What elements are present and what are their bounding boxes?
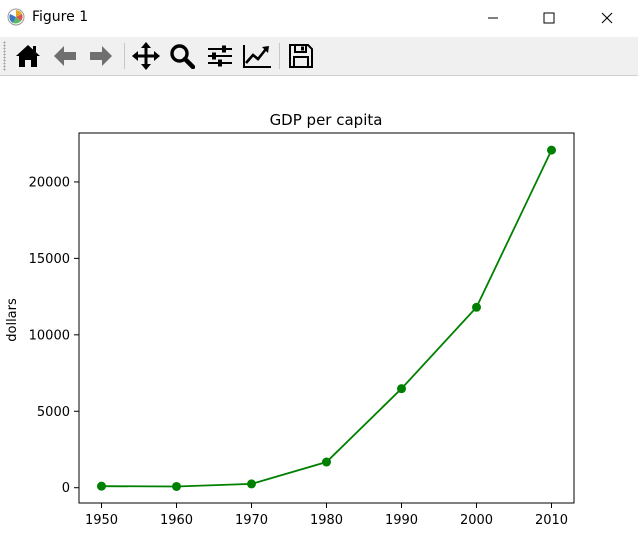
data-point <box>172 481 181 491</box>
minimize-icon <box>488 17 498 19</box>
home-icon <box>16 45 40 67</box>
back-button[interactable] <box>48 40 82 72</box>
minimize-button[interactable] <box>470 0 516 36</box>
y-tick-label: 5000 <box>37 405 70 420</box>
toolbar-grip[interactable] <box>3 41 6 71</box>
floppy-disk-icon <box>289 44 313 68</box>
data-point <box>397 384 406 394</box>
y-tick-label: 20000 <box>29 175 70 190</box>
arrow-right-icon <box>90 46 112 66</box>
x-tick-label: 2010 <box>535 513 568 528</box>
line-chart: GDP per capita dollars 1950 1960 1970 1980 1… <box>5 111 575 528</box>
toolbar-separator <box>124 43 125 69</box>
zoom-button[interactable] <box>165 40 199 72</box>
window-title: Figure 1 <box>32 9 89 25</box>
y-tick-label: 10000 <box>29 328 70 343</box>
pan-button[interactable] <box>129 40 163 72</box>
x-tick-label: 2000 <box>460 513 493 528</box>
data-point <box>547 145 556 155</box>
arrow-left-icon <box>54 46 76 66</box>
chart-title: GDP per capita <box>270 111 383 129</box>
x-tick-label: 1950 <box>85 513 118 528</box>
forward-button[interactable] <box>84 40 118 72</box>
maximize-button[interactable] <box>526 0 572 36</box>
x-tick-label: 1970 <box>235 513 268 528</box>
edit-axes-button[interactable] <box>240 40 274 72</box>
title-bar: Figure 1 <box>0 0 638 36</box>
x-tick-label: 1990 <box>385 513 418 528</box>
toolbar-separator <box>279 43 280 69</box>
y-axis-label: dollars <box>5 298 20 342</box>
magnifier-icon <box>170 44 195 69</box>
y-tick-label: 0 <box>62 481 70 496</box>
move-icon <box>132 42 160 70</box>
configure-subplots-button[interactable] <box>203 40 237 72</box>
save-button[interactable] <box>284 40 318 72</box>
sliders-icon <box>208 45 232 67</box>
data-point <box>472 302 481 312</box>
x-axis: 1950 1960 1970 1980 1990 2000 2010 <box>85 503 568 528</box>
close-icon <box>601 12 613 24</box>
x-tick-label: 1980 <box>310 513 343 528</box>
y-tick-label: 15000 <box>29 252 70 267</box>
line-chart-icon <box>243 45 271 68</box>
data-point <box>322 457 331 467</box>
figure-canvas[interactable]: GDP per capita dollars 1950 1960 1970 1980 1… <box>0 76 638 555</box>
data-point <box>247 479 256 489</box>
home-button[interactable] <box>11 40 45 72</box>
plot-area <box>78 132 575 504</box>
toolbar <box>0 37 638 76</box>
y-axis: 0 5000 10000 15000 20000 <box>29 175 79 496</box>
series-layer <box>97 145 556 491</box>
maximize-icon <box>543 12 555 24</box>
matplotlib-icon <box>7 8 25 26</box>
x-tick-label: 1960 <box>160 513 193 528</box>
data-point <box>97 481 106 491</box>
close-button[interactable] <box>584 0 630 36</box>
